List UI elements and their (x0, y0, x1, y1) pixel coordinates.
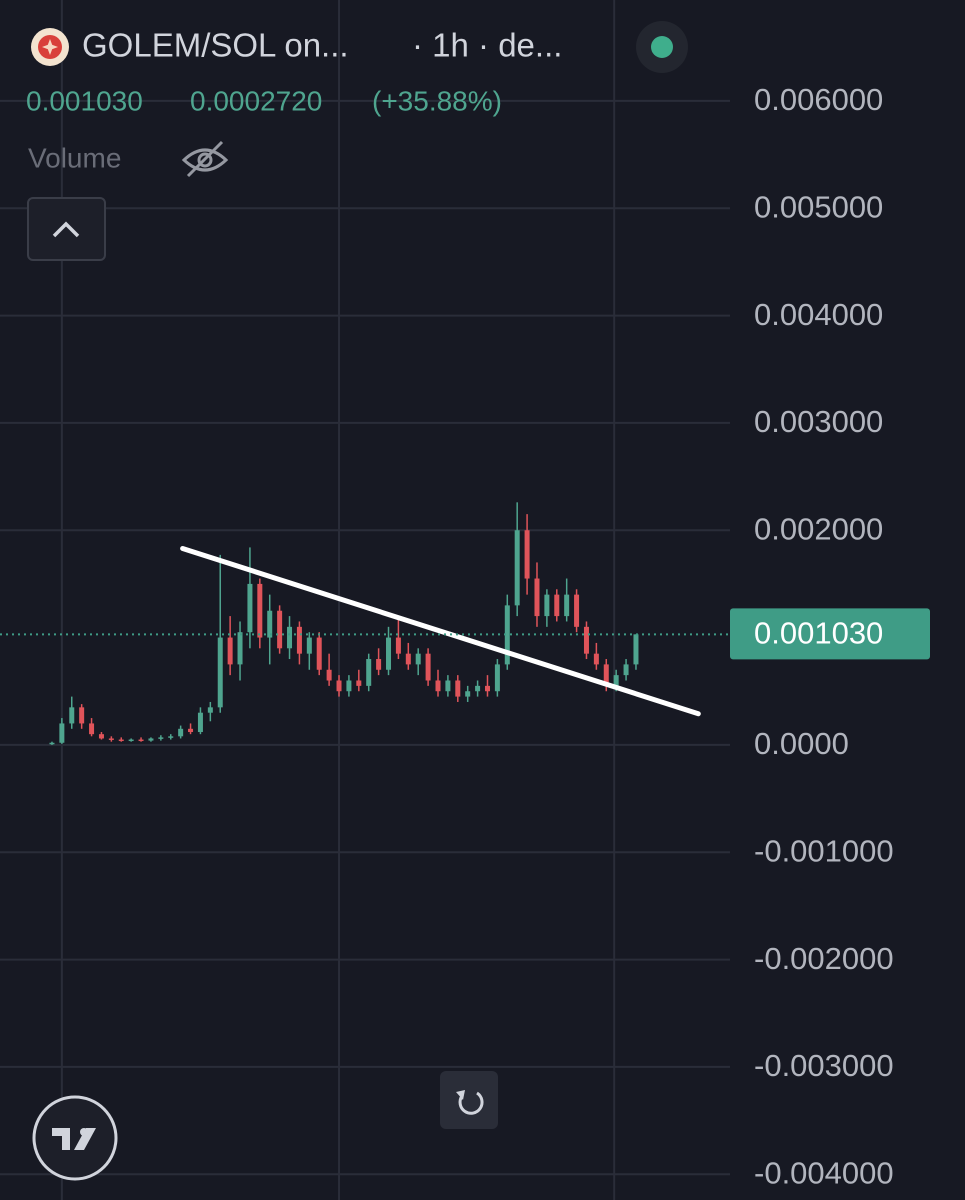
y-tick-label: 0.0000 (754, 726, 849, 761)
candle-body (197, 712, 203, 733)
candle-body (603, 664, 609, 686)
candle-body (277, 610, 283, 649)
logo[interactable] (32, 1095, 118, 1181)
candle-body (138, 739, 144, 742)
candle-body (544, 594, 550, 617)
candle-body (593, 653, 599, 665)
candle-body (326, 669, 332, 681)
candle-body (178, 728, 184, 737)
grid (0, 0, 730, 1200)
candle-body (574, 594, 580, 627)
y-tick-label: 0.002000 (754, 511, 883, 546)
candle-body (207, 707, 213, 713)
candle-body (415, 653, 421, 665)
symbol: GOLEM/SOL on... (82, 27, 349, 64)
candle-body (118, 739, 124, 742)
candle-body (217, 637, 223, 708)
candle-body (49, 742, 55, 745)
y-tick-label: 0.005000 (754, 189, 883, 224)
candle-body (227, 637, 233, 665)
candle-body (237, 632, 243, 665)
token-icon-star (42, 39, 58, 55)
candle-body (583, 626, 589, 654)
last-price-label: 0.001030 (754, 616, 883, 651)
trendline (180, 545, 701, 717)
candle-body (356, 680, 362, 686)
change-pct: (+35.88%) (372, 85, 502, 116)
candle-body (633, 634, 639, 665)
candle-body (89, 723, 95, 735)
candle-body (247, 583, 253, 633)
candle-body (69, 707, 75, 724)
candle-body (306, 637, 312, 654)
candles (49, 502, 639, 745)
candle-body (524, 530, 530, 579)
candle-body (613, 675, 619, 686)
candle-body (534, 578, 540, 617)
candle-body (79, 707, 85, 724)
y-tick-label: -0.002000 (754, 941, 894, 976)
candle-body (98, 734, 104, 739)
y-tick-label: 0.004000 (754, 297, 883, 332)
reset-icon (458, 1091, 484, 1115)
y-tick-label: -0.003000 (754, 1048, 894, 1083)
candle-body (168, 736, 174, 738)
candle-body (405, 653, 411, 665)
candle-body (386, 637, 392, 670)
collapse-button[interactable] (27, 197, 106, 261)
candle-body (445, 680, 451, 692)
candle-body (336, 680, 342, 692)
reset-arrow (456, 1090, 465, 1100)
chevron-up (52, 221, 80, 238)
candle-body (504, 605, 510, 665)
candle-body (435, 680, 441, 692)
candle-body (514, 530, 520, 606)
candle-body (257, 583, 263, 638)
change: 0.0002720 (190, 85, 322, 116)
candle-body (267, 610, 273, 638)
candle-body (494, 664, 500, 692)
candle-body (158, 737, 164, 739)
slash (186, 140, 224, 178)
candle-body (59, 723, 65, 743)
y-tick-label: 0.006000 (754, 82, 883, 117)
reset-button[interactable] (440, 1071, 498, 1129)
status-dot (651, 36, 673, 58)
interval: · 1h · de... (412, 27, 562, 64)
candle-body (376, 659, 382, 670)
last-price-badge (730, 608, 930, 660)
y-tick-label: -0.004000 (754, 1155, 894, 1190)
candle-body (484, 685, 490, 692)
pupil (197, 152, 213, 168)
candle-body (623, 664, 629, 676)
candle-body (316, 637, 322, 670)
candle-body (346, 680, 352, 692)
candle-body (287, 626, 293, 649)
candle-body (425, 653, 431, 681)
candle-body (395, 637, 401, 654)
candle-body (148, 738, 154, 741)
y-tick-label: 0.003000 (754, 404, 883, 439)
candle-body (564, 594, 570, 617)
candle-body (128, 739, 134, 742)
logo-dot (80, 1128, 88, 1136)
volume-label: Volume (28, 142, 121, 173)
candle-body (475, 685, 481, 692)
candle-body (366, 659, 372, 686)
candle-body (188, 728, 194, 733)
y-tick-label: -0.001000 (754, 833, 894, 868)
candle-body (296, 626, 302, 654)
hide-icon[interactable] (181, 140, 229, 178)
price: 0.001030 (26, 85, 143, 116)
candle-body (455, 680, 461, 697)
candle-body (108, 738, 114, 740)
candle-body (465, 691, 471, 697)
candle-body (554, 594, 560, 617)
